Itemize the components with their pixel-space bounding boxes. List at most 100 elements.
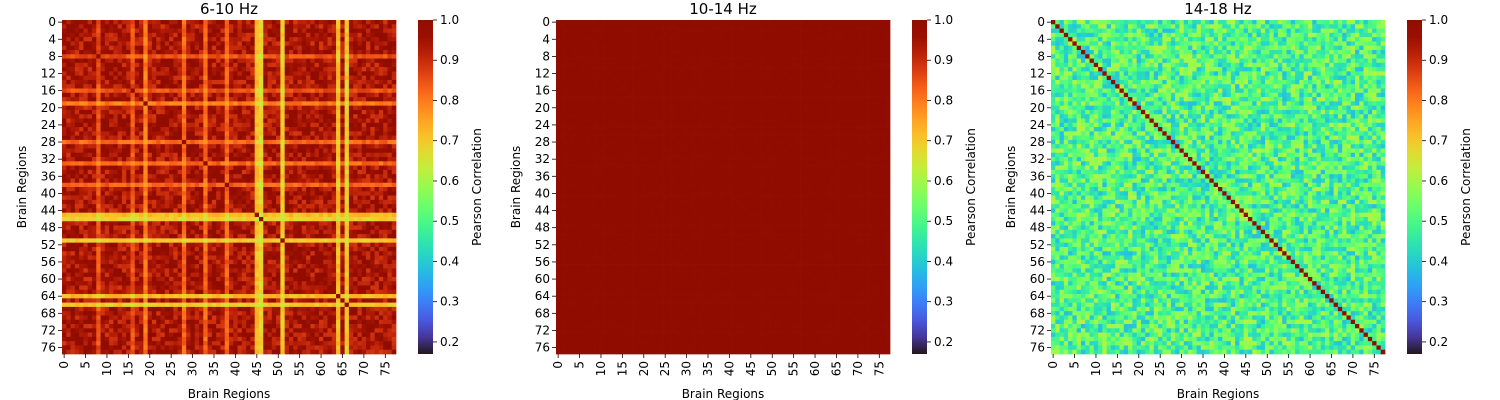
heatmap-cell: [211, 92, 217, 98]
heatmap-cell: [353, 135, 358, 141]
heatmap-cell: [370, 246, 375, 252]
heatmap-cell: [310, 281, 315, 286]
heatmap-cell: [280, 191, 286, 196]
heatmap-cell: [186, 139, 191, 145]
heatmap-cell: [62, 212, 67, 218]
heatmap-cell: [220, 187, 226, 192]
heatmap-cell: [391, 225, 397, 231]
heatmap-cell: [156, 199, 161, 205]
heatmap-cell: [164, 24, 170, 29]
heatmap-cell: [276, 268, 281, 273]
heatmap-cell: [164, 152, 170, 158]
heatmap-cell: [391, 114, 397, 119]
heatmap-cell: [79, 161, 84, 166]
heatmap-cell: [113, 212, 119, 218]
heatmap-cell: [143, 54, 148, 59]
heatmap-cell: [366, 229, 371, 235]
heatmap-cell: [318, 101, 324, 106]
heatmap-cell: [160, 242, 166, 248]
heatmap-cell: [366, 109, 371, 115]
heatmap-cell: [340, 62, 345, 68]
heatmap-cell: [216, 28, 221, 34]
heatmap-cell: [258, 259, 264, 265]
heatmap-cell: [91, 246, 97, 252]
heatmap-cell: [301, 225, 307, 231]
heatmap-cell: [258, 37, 264, 42]
heatmap-cell: [143, 246, 148, 252]
heatmap-cell: [288, 246, 294, 252]
heatmap-cell: [254, 212, 260, 218]
heatmap-cell: [91, 161, 97, 166]
heatmap-cell: [151, 234, 157, 239]
heatmap-cell: [318, 285, 324, 291]
heatmap-cell: [378, 251, 384, 256]
heatmap-cell: [284, 37, 290, 42]
heatmap-cell: [181, 229, 187, 235]
heatmap-cell: [79, 251, 84, 256]
heatmap-cell: [194, 101, 200, 106]
heatmap-cell: [207, 41, 213, 47]
heatmap-cell: [258, 97, 264, 102]
heatmap-cell: [100, 234, 106, 239]
heatmap-cell: [181, 109, 187, 115]
heatmap-cell: [121, 195, 127, 201]
heatmap-cell: [109, 251, 114, 256]
heatmap-cell: [194, 45, 200, 51]
heatmap-cell: [327, 161, 333, 166]
heatmap-cell: [79, 24, 84, 29]
heatmap-cell: [169, 122, 174, 128]
heatmap-cell: [173, 24, 178, 29]
heatmap-cell: [344, 105, 350, 111]
heatmap-cell: [109, 67, 114, 72]
heatmap-cell: [353, 285, 358, 291]
heatmap-cell: [216, 225, 221, 231]
heatmap-cell: [156, 62, 161, 68]
heatmap-cell: [284, 32, 290, 38]
heatmap-cell: [297, 285, 303, 291]
heatmap-cell: [361, 144, 367, 149]
heatmap-cell: [276, 281, 281, 286]
heatmap-cell: [199, 54, 204, 59]
heatmap-cell: [336, 182, 341, 188]
heatmap-cell: [237, 148, 243, 154]
heatmap-cell: [74, 234, 80, 239]
heatmap-cell: [203, 32, 208, 38]
heatmap-cell: [104, 67, 110, 72]
heatmap-cell: [139, 144, 144, 149]
heatmap-cell: [280, 289, 286, 295]
heatmap-cell: [173, 127, 178, 132]
heatmap-cell: [220, 251, 226, 256]
heatmap-cell: [130, 118, 136, 124]
heatmap-cell: [276, 49, 281, 55]
heatmap-cell: [66, 255, 71, 261]
heatmap-cell: [173, 199, 178, 205]
heatmap-cell: [139, 54, 144, 59]
heatmap-cell: [134, 62, 140, 68]
heatmap-cell: [327, 71, 333, 77]
heatmap-cell: [233, 97, 238, 102]
heatmap-cell: [126, 281, 131, 286]
heatmap-cell: [383, 259, 388, 265]
heatmap-cell: [181, 71, 187, 77]
heatmap-cell: [353, 157, 358, 162]
heatmap-cell: [134, 289, 140, 295]
heatmap-cell: [348, 191, 354, 196]
heatmap-cell: [199, 259, 204, 265]
heatmap-cell: [207, 71, 213, 77]
heatmap-cell: [276, 28, 281, 34]
heatmap-cell: [310, 238, 315, 244]
heatmap-cell: [293, 127, 298, 132]
heatmap-cell: [169, 238, 174, 244]
heatmap-cell: [383, 238, 388, 244]
heatmap-cell: [113, 79, 119, 85]
heatmap-cell: [87, 165, 93, 171]
heatmap-cell: [74, 251, 80, 256]
heatmap-cell: [258, 285, 264, 291]
heatmap-cell: [344, 225, 350, 231]
heatmap-cell: [109, 54, 114, 59]
heatmap-cell: [383, 49, 388, 55]
heatmap-cell: [194, 97, 200, 102]
heatmap-cell: [250, 127, 256, 132]
heatmap-cell: [246, 264, 251, 269]
heatmap-cell: [224, 45, 230, 51]
